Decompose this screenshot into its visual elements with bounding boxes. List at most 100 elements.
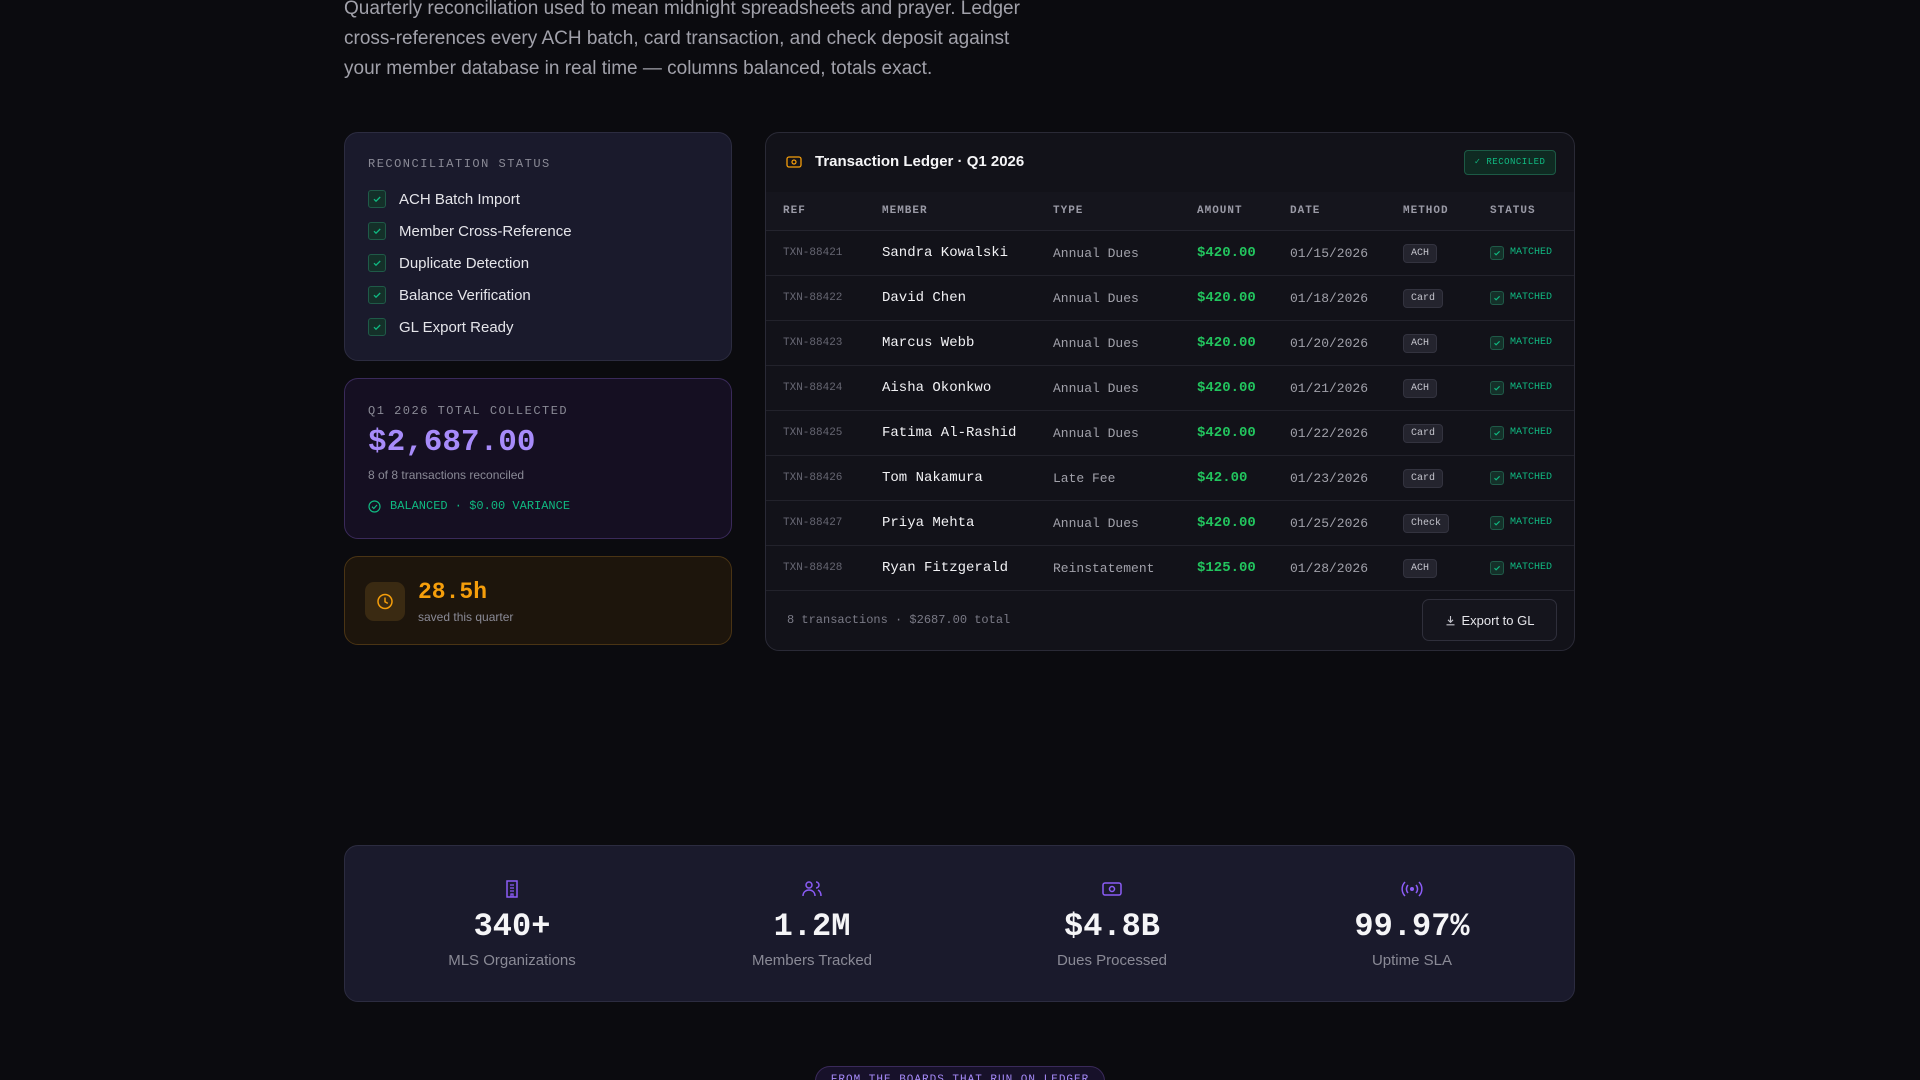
status-tag: MATCHED — [1490, 425, 1552, 440]
export-label: Export to GL — [1461, 612, 1535, 628]
cell-method: Check — [1403, 500, 1490, 546]
status-tag: MATCHED — [1490, 290, 1553, 305]
reconciled-badge: ✓ RECONCILED — [1464, 150, 1556, 175]
method-pill: ACH — [1403, 558, 1438, 578]
cell-ref: TXN-88421 — [766, 230, 882, 276]
status-label: MATCHED — [1510, 382, 1553, 393]
cell-mem: Marcus Webb — [882, 320, 1053, 366]
cell-status: MATCHED — [1490, 365, 1574, 411]
header-row: REF MEMBER TYPE AMOUNT DATE METHOD STATUS — [766, 192, 1574, 231]
check-box — [368, 190, 386, 208]
ledger-card: Transaction Ledger · Q1 2026 ✓ RECONCILE… — [765, 132, 1575, 651]
cell-mem: David Chen — [882, 275, 1053, 321]
cell-type: Late Fee — [1053, 455, 1197, 501]
stat-value: 99.97% — [1354, 908, 1470, 945]
ledger-table: REF MEMBER TYPE AMOUNT DATE METHOD STATUS TXN-… — [766, 192, 1574, 591]
cell-amt: $420.00 — [1197, 230, 1290, 276]
check-icon — [373, 324, 381, 331]
cell-status: MATCHED — [1490, 500, 1574, 546]
cell-date: 01/20/2026 — [1290, 320, 1403, 366]
stat-icon — [802, 881, 822, 897]
hours-value: 28.5h — [418, 579, 488, 605]
status-check-icon-part — [1494, 430, 1500, 436]
cell-date: 01/25/2026 — [1290, 500, 1403, 546]
cell-ref: TXN-88425 — [766, 410, 882, 456]
cell-status: MATCHED — [1490, 410, 1574, 456]
cell-date: 01/15/2026 — [1290, 230, 1403, 276]
stat-label: Members Tracked — [751, 952, 873, 969]
status-item: ACH Batch Import — [368, 189, 520, 209]
status-tag: MATCHED — [1490, 560, 1553, 575]
status-check-icon — [1494, 430, 1500, 436]
status-label: MATCHED — [1510, 292, 1553, 303]
cell-mem: Ryan Fitzgerald — [882, 545, 1053, 591]
cell-status: MATCHED — [1490, 320, 1574, 366]
cell-method: ACH — [1403, 365, 1490, 411]
balanced-icon — [368, 500, 381, 513]
status-check-icon-part — [1494, 520, 1500, 526]
check-icon-part — [373, 292, 381, 299]
check-box — [368, 222, 386, 240]
cell-type: Annual Dues — [1053, 500, 1197, 546]
banner-wrap: FROM THE BOARDS THAT RUN ON LEDGER — [0, 1066, 1920, 1080]
cell-mem: Sandra Kowalski — [882, 230, 1053, 276]
status-check-icon — [1494, 295, 1500, 301]
status-item: Member Cross-Reference — [368, 221, 572, 241]
cell-status: MATCHED — [1490, 275, 1574, 321]
cell-date: 01/22/2026 — [1290, 410, 1403, 456]
ledger-title: Transaction Ledger · Q1 2026 — [815, 153, 1025, 170]
status-check-icon — [1494, 520, 1500, 526]
cell-type: Annual Dues — [1053, 230, 1197, 276]
stat-icon-part — [510, 884, 514, 897]
ledger-row: TXN-88424 Aisha Okonkwo Annual Dues $420.00… — [766, 365, 1574, 411]
cell-ref: TXN-88423 — [766, 320, 882, 366]
ledger-row: TXN-88428 Ryan Fitzgerald Reinstatement $12… — [766, 545, 1574, 591]
stat-icon — [1102, 882, 1122, 896]
total-amount: $2,687.00 — [368, 425, 536, 460]
cell-method: Card — [1403, 455, 1490, 501]
status-item: GL Export Ready — [368, 317, 514, 337]
cell-method: ACH — [1403, 230, 1490, 276]
hours-label: saved this quarter — [418, 610, 514, 624]
cell-method: ACH — [1403, 320, 1490, 366]
status-label: MATCHED — [1510, 562, 1553, 573]
status-check-icon-part — [1494, 295, 1500, 301]
status-check-icon — [1494, 385, 1500, 391]
cell-date: 01/18/2026 — [1290, 275, 1403, 321]
status-tag: MATCHED — [1490, 470, 1552, 485]
ledger-row: TXN-88427 Priya Mehta Annual Dues $420.00 01… — [766, 500, 1574, 546]
stat-icon-part — [1410, 887, 1414, 891]
cell-status: MATCHED — [1490, 545, 1574, 591]
status-label: MATCHED — [1510, 337, 1553, 348]
status-item-label: Balance Verification — [399, 286, 531, 304]
cell-date: 01/23/2026 — [1290, 455, 1403, 501]
cell-mem: Tom Nakamura — [882, 455, 1053, 501]
balanced-badge: BALANCED · $0.00 VARIANCE — [390, 499, 571, 513]
export-button[interactable]: Export to GL — [1422, 599, 1557, 641]
clock-box — [365, 582, 405, 621]
check-icon-part — [373, 196, 381, 203]
method-pill: Check — [1403, 513, 1450, 533]
status-check-icon-part — [1494, 475, 1500, 481]
ledger-header: Transaction Ledger · Q1 2026 ✓ RECONCILE… — [766, 133, 1574, 193]
stat-value: $4.8B — [1063, 908, 1160, 945]
cell-ref: TXN-88427 — [766, 500, 882, 546]
stat-icon-part — [1102, 882, 1122, 896]
ledger-icon — [786, 156, 802, 168]
cell-method: Card — [1403, 275, 1490, 321]
stat-icon-part — [506, 880, 518, 898]
cell-type: Annual Dues — [1053, 410, 1197, 456]
stat-value: 1.2M — [773, 908, 851, 945]
cell-status: MATCHED — [1490, 230, 1574, 276]
cell-ref: TXN-88426 — [766, 455, 882, 501]
column-header: STATUS — [1490, 192, 1574, 231]
download-icon — [1446, 615, 1454, 625]
cell-type: Annual Dues — [1053, 275, 1197, 321]
check-icon-part — [373, 228, 381, 235]
cell-type: Reinstatement — [1053, 545, 1197, 591]
stat-icon-part — [1108, 885, 1116, 893]
cell-amt: $125.00 — [1197, 545, 1290, 591]
status-check-icon — [1494, 250, 1500, 256]
